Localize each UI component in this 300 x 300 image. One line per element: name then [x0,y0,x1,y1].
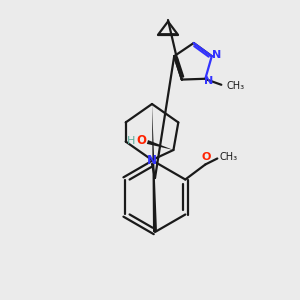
Polygon shape [152,104,157,232]
Text: H: H [127,136,136,146]
Polygon shape [147,140,173,150]
Text: N: N [204,76,213,86]
Text: O: O [202,152,211,163]
Text: N: N [212,50,221,60]
Text: CH₃: CH₃ [226,81,244,91]
Text: O: O [136,134,146,148]
Text: CH₃: CH₃ [219,152,237,161]
Text: N: N [147,154,157,167]
